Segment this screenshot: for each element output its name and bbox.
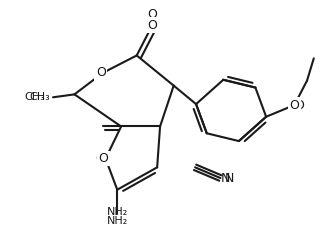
Text: O: O: [294, 99, 304, 112]
Text: NH₂: NH₂: [107, 216, 128, 226]
Text: N: N: [220, 172, 230, 185]
Text: O: O: [98, 67, 108, 79]
Text: O: O: [147, 19, 157, 32]
Text: O: O: [99, 152, 109, 165]
Text: NH₂: NH₂: [107, 207, 128, 217]
Text: N: N: [224, 172, 234, 185]
Text: O: O: [147, 8, 157, 21]
Text: O: O: [96, 152, 106, 165]
Text: O: O: [96, 67, 106, 79]
Text: CH₃: CH₃: [29, 92, 50, 102]
Text: O: O: [289, 99, 299, 112]
Text: CH₃: CH₃: [24, 92, 45, 102]
